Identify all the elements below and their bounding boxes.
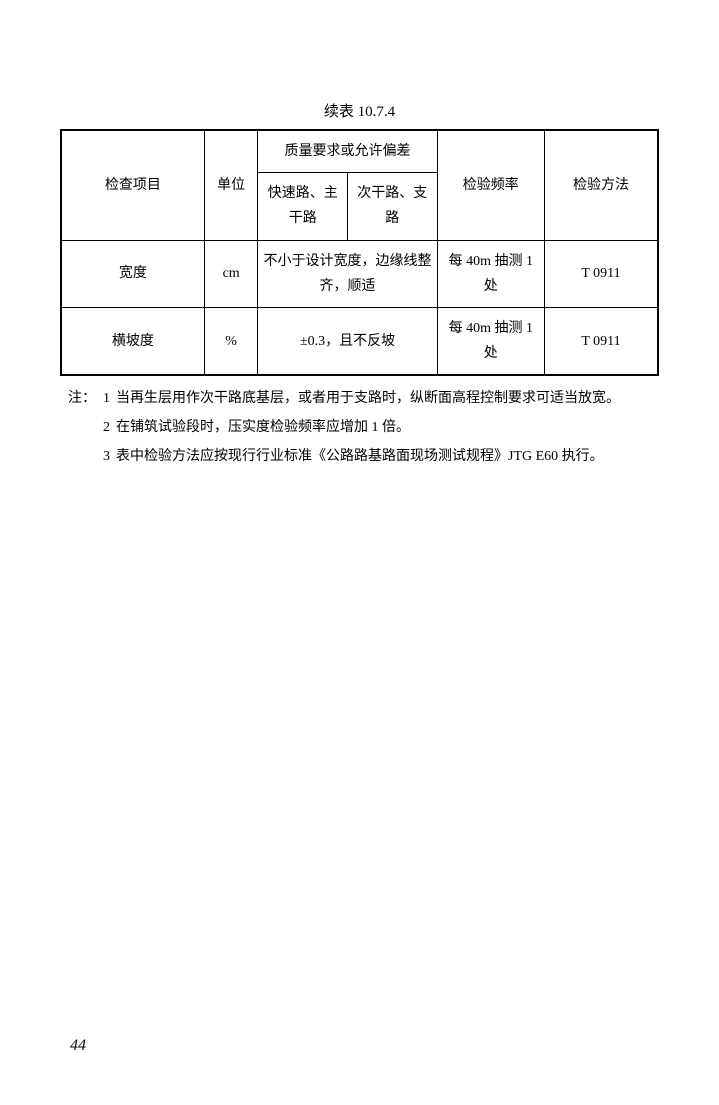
cell-method: T 0911 bbox=[545, 307, 658, 375]
cell-freq: 每 40m 抽测 1 处 bbox=[437, 240, 544, 307]
table-row: 宽度 cm 不小于设计宽度，边缘线整齐，顺适 每 40m 抽测 1 处 T 09… bbox=[61, 240, 658, 307]
cell-unit: % bbox=[204, 307, 258, 375]
note-text: 当再生层用作次干路底基层，或者用于支路时，纵断面高程控制要求可适当放宽。 bbox=[116, 386, 659, 413]
cell-quality: 不小于设计宽度，边缘线整齐，顺适 bbox=[258, 240, 437, 307]
note-number: 3 bbox=[96, 444, 116, 471]
note-text: 在铺筑试验段时，压实度检验频率应增加 1 倍。 bbox=[116, 415, 659, 442]
header-freq: 检验频率 bbox=[437, 130, 544, 240]
table-row: 横坡度 % ±0.3，且不反坡 每 40m 抽测 1 处 T 0911 bbox=[61, 307, 658, 375]
cell-unit: cm bbox=[204, 240, 258, 307]
header-quality-col2: 次干路、支路 bbox=[348, 173, 438, 240]
header-quality-group: 质量要求或允许偏差 bbox=[258, 130, 437, 173]
note-number: 2 bbox=[96, 415, 116, 442]
header-quality-col1: 快速路、主干路 bbox=[258, 173, 348, 240]
cell-item: 横坡度 bbox=[61, 307, 204, 375]
page-number: 44 bbox=[70, 1037, 86, 1055]
note-text: 表中检验方法应按现行行业标准《公路路基路面现场测试规程》JTG E60 执行。 bbox=[116, 444, 659, 471]
header-method: 检验方法 bbox=[545, 130, 658, 240]
notes-section: 注： 1 当再生层用作次干路底基层，或者用于支路时，纵断面高程控制要求可适当放宽… bbox=[60, 386, 659, 470]
table-title: 续表 10.7.4 bbox=[60, 100, 659, 121]
header-item: 检查项目 bbox=[61, 130, 204, 240]
cell-item: 宽度 bbox=[61, 240, 204, 307]
note-number: 1 bbox=[96, 386, 116, 413]
cell-quality: ±0.3，且不反坡 bbox=[258, 307, 437, 375]
spec-table: 检查项目 单位 质量要求或允许偏差 检验频率 检验方法 快速路、主干路 次干路、… bbox=[60, 129, 659, 376]
header-unit: 单位 bbox=[204, 130, 258, 240]
notes-prefix: 注： bbox=[68, 386, 96, 413]
cell-freq: 每 40m 抽测 1 处 bbox=[437, 307, 544, 375]
cell-method: T 0911 bbox=[545, 240, 658, 307]
